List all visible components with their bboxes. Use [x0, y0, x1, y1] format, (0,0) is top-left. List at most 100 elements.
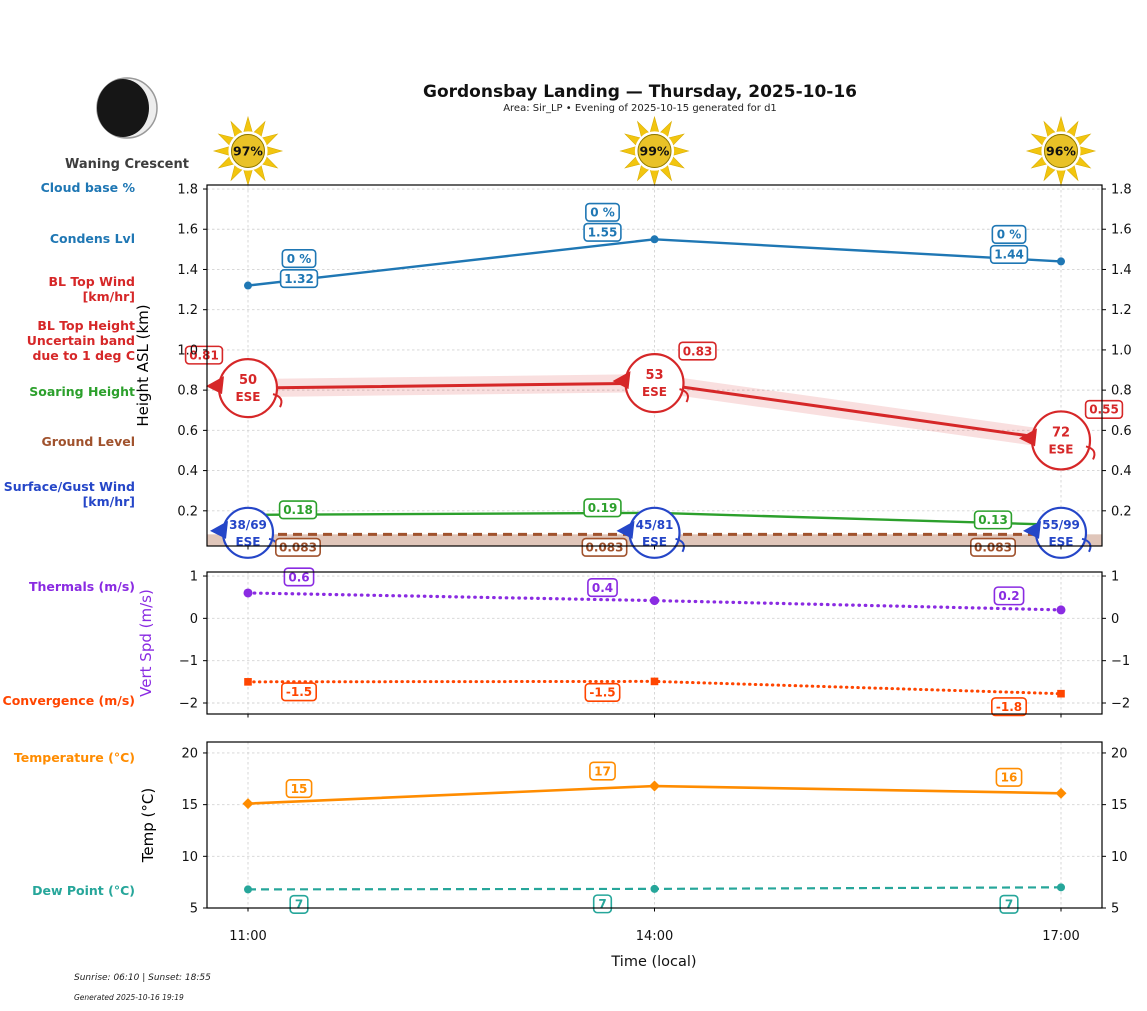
y-tick-label: −1 — [179, 654, 198, 669]
svg-text:0 %: 0 % — [997, 228, 1022, 242]
value-label: -1.8 — [990, 697, 1027, 717]
svg-text:7: 7 — [295, 898, 303, 912]
y-tick-label: 1.4 — [1111, 263, 1132, 278]
legend-thermals: Thermals (m/s) — [0, 579, 135, 594]
page-subtitle: Area: Sir_LP • Evening of 2025-10-15 gen… — [503, 103, 777, 114]
svg-text:-1.5: -1.5 — [589, 686, 615, 700]
y-tick-label: 0.8 — [1111, 384, 1132, 399]
x-tick-label: 11:00 — [229, 929, 266, 944]
legend-dew-point-text: Dew Point (°C) — [32, 883, 135, 898]
svg-text:38/69: 38/69 — [229, 518, 267, 532]
value-label: -1.5 — [584, 682, 621, 702]
svg-text:0.81: 0.81 — [189, 348, 219, 362]
legend-bl-top-wind: BL Top Wind [km/hr] — [0, 274, 135, 304]
value-label: 0.13 — [973, 510, 1013, 530]
legend-condens-lvl-text: Condens Lvl — [49, 231, 135, 246]
value-label: 0.19 — [583, 498, 622, 518]
x-tick-label: 17:00 — [1042, 929, 1079, 944]
value-label: 7 — [999, 894, 1019, 914]
wind-direction-arrow-icon — [612, 371, 631, 390]
value-label: 0 % — [281, 249, 317, 269]
legend-cloud-base-text: Cloud base % — [40, 180, 135, 195]
value-label: 16 — [995, 767, 1023, 787]
svg-text:7: 7 — [1005, 898, 1013, 912]
svg-text:0.6: 0.6 — [288, 570, 309, 584]
svg-text:72: 72 — [1052, 425, 1070, 440]
y-tick-label: 0.8 — [177, 384, 198, 399]
wind-indicator: 38/69 ESE — [210, 506, 279, 559]
y-tick-label: 10 — [1111, 850, 1128, 865]
y-tick-label: 1.8 — [1111, 183, 1132, 198]
legend-soaring-height-text: Soaring Height — [29, 384, 135, 399]
y-tick-label: 1.2 — [1111, 303, 1132, 318]
moon-phase-label: Waning Crescent — [65, 157, 189, 172]
wind-direction-arrow-icon — [210, 520, 228, 539]
value-label: 0.55 — [1084, 399, 1124, 419]
svg-text:17: 17 — [594, 764, 611, 778]
legend-dew-point: Dew Point (°C) — [0, 883, 135, 898]
svg-text:ESE: ESE — [235, 390, 260, 404]
sun-icon: 97% — [212, 115, 284, 187]
y-tick-label: 0 — [1111, 612, 1119, 627]
value-label: 1.44 — [989, 244, 1029, 264]
value-label: 0.81 — [184, 345, 224, 365]
value-label: 0.18 — [278, 500, 318, 520]
y-axis-title: Vert Spd (m/s) — [137, 589, 155, 697]
legend-convergence: Convergence (m/s) — [0, 693, 135, 708]
x-tick-label: 14:00 — [636, 929, 673, 944]
svg-text:0.55: 0.55 — [1089, 403, 1119, 417]
y-tick-label: 20 — [1111, 746, 1128, 761]
legend-bl-top-wind-line2: [km/hr] — [82, 289, 135, 304]
y-tick-label: 0.4 — [1111, 464, 1132, 479]
y-tick-label: 0.2 — [1111, 504, 1132, 519]
y-tick-label: 1.0 — [1111, 343, 1132, 358]
sun-percentage: 97% — [233, 144, 263, 159]
y-tick-label: 1.4 — [177, 263, 198, 278]
wind-indicator: 45/81 ESE — [616, 506, 685, 559]
wind-direction-arrow-icon — [1023, 520, 1041, 539]
y-tick-label: 1.8 — [177, 183, 198, 198]
legend-ground-level: Ground Level — [0, 434, 135, 449]
wind-indicator: 53 ESE — [612, 352, 689, 414]
legend-cloud-base: Cloud base % — [0, 180, 135, 195]
legend-surface-gust-wind-line2: [km/hr] — [82, 494, 135, 509]
svg-text:53: 53 — [645, 368, 663, 383]
svg-text:0 %: 0 % — [590, 206, 615, 220]
value-label: 0.083 — [969, 537, 1016, 557]
y-tick-label: 20 — [181, 746, 198, 761]
svg-text:-1.8: -1.8 — [996, 700, 1022, 714]
legend-convergence-text: Convergence (m/s) — [2, 693, 135, 708]
y-tick-label: −2 — [1111, 696, 1130, 711]
y-tick-label: 15 — [1111, 798, 1128, 813]
legend-bl-top-wind-line1: BL Top Wind — [48, 274, 135, 289]
y-tick-label: 1.6 — [1111, 223, 1132, 238]
wind-indicator: 72 ESE — [1019, 410, 1096, 471]
sun-percentage: 99% — [640, 144, 670, 159]
y-tick-label: −2 — [179, 696, 198, 711]
svg-text:0.083: 0.083 — [586, 541, 624, 555]
legend-bl-top-height-line2: Uncertain band — [26, 333, 135, 348]
y-tick-label: 5 — [190, 902, 198, 917]
wind-direction-arrow-icon — [206, 376, 224, 395]
value-label: 0.083 — [274, 537, 321, 557]
svg-text:1.32: 1.32 — [284, 272, 314, 286]
sunrise-sunset-note: Sunrise: 06:10 | Sunset: 18:55 — [74, 973, 211, 983]
legend-bl-top-height-line3: due to 1 deg C — [32, 348, 135, 363]
value-label: 0.4 — [587, 578, 618, 598]
value-label: 0.083 — [581, 537, 628, 557]
legend-ground-level-text: Ground Level — [41, 434, 135, 449]
wind-direction-arrow-icon — [1019, 428, 1037, 447]
svg-text:55/99: 55/99 — [1042, 518, 1080, 532]
y-tick-label: 1.2 — [177, 303, 198, 318]
value-label: 7 — [289, 894, 309, 914]
y-tick-label: 15 — [181, 798, 198, 813]
legend-temperature: Temperature (°C) — [0, 750, 135, 765]
value-label: -1.5 — [280, 682, 317, 702]
y-tick-label: 1 — [1111, 570, 1119, 585]
y-tick-label: 1 — [190, 570, 198, 585]
x-axis-title: Time (local) — [611, 954, 697, 970]
value-label: 0.6 — [283, 567, 315, 587]
legend-bl-top-height-line1: BL Top Height — [37, 318, 135, 333]
value-label: 0 % — [585, 202, 620, 222]
